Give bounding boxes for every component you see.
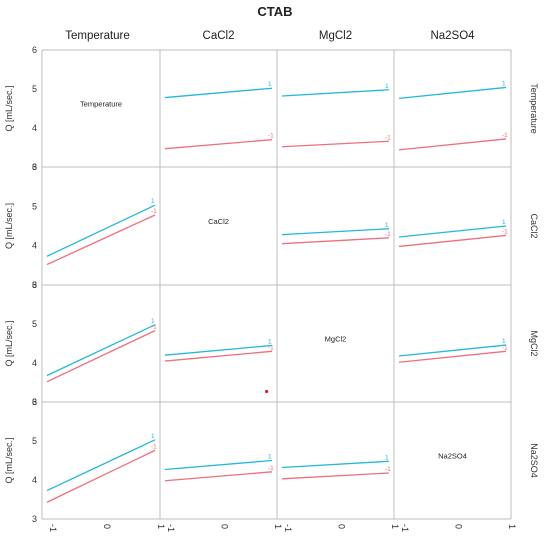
end-label-cacl2-temperature-level-1: 1 <box>151 198 155 205</box>
column-header-mgcl2: MgCl2 <box>318 30 353 42</box>
line-cacl2-mgcl2-level-1 <box>281 228 390 236</box>
y-tick-row3-4: 4 <box>32 475 37 485</box>
diagonal-label-mgcl2: MgCl2 <box>325 335 347 344</box>
end-label-mgcl2-cacl2-level-1: 1 <box>268 338 272 345</box>
row-label-mgcl2: MgCl2 <box>529 330 539 356</box>
diagonal-label-na2so4: Na2SO4 <box>438 452 467 461</box>
x-tick-col0-1: 1 <box>156 524 166 529</box>
line-mgcl2-na2so4-level-1 <box>398 344 507 357</box>
x-tick-col3-1: 1 <box>507 524 517 529</box>
line-temperature-mgcl2-level-minus1 <box>281 140 390 148</box>
line-cacl2-na2so4-level-1 <box>398 225 507 238</box>
line-cacl2-temperature-level-minus1 <box>46 214 156 266</box>
end-label-na2so4-mgcl2-level-minus1: -1 <box>385 466 391 473</box>
line-na2so4-mgcl2-level-1 <box>281 460 390 469</box>
end-label-temperature-na2so4-level-1: 1 <box>502 80 506 87</box>
y-tick-row1-5: 5 <box>32 201 37 211</box>
diagonal-label-cacl2: CaCl2 <box>208 217 229 226</box>
x-tick-col1--1: -1 <box>166 524 176 532</box>
column-header-na2so4: Na2SO4 <box>430 30 475 42</box>
y-tick-row0-5: 5 <box>32 84 37 94</box>
y-tick-row2-4: 4 <box>32 358 37 368</box>
y-tick-row1-6: 6 <box>32 162 37 172</box>
end-label-mgcl2-na2so4-level-1: 1 <box>502 338 506 345</box>
end-label-temperature-cacl2-level-minus1: -1 <box>268 133 274 140</box>
end-label-temperature-mgcl2-level-1: 1 <box>385 83 389 90</box>
line-na2so4-temperature-level-minus1 <box>46 449 156 503</box>
y-tick-row1-4: 4 <box>32 241 37 251</box>
y-tick-row0-6: 6 <box>32 45 37 55</box>
line-cacl2-mgcl2-level-minus1 <box>281 237 390 245</box>
y-tick-row3-5: 5 <box>32 436 37 446</box>
x-tick-col0--1: -1 <box>48 524 58 532</box>
end-label-mgcl2-na2so4-level-minus1: -1 <box>502 344 508 351</box>
y-tick-row1-3: 3 <box>32 280 37 290</box>
y-tick-row3-6: 6 <box>32 397 37 407</box>
x-tick-col2-1: 1 <box>390 524 400 529</box>
x-tick-col1-0: 0 <box>220 524 230 529</box>
end-label-na2so4-cacl2-level-1: 1 <box>268 454 272 461</box>
end-label-cacl2-temperature-level-minus1: -1 <box>151 208 157 215</box>
line-na2so4-mgcl2-level-minus1 <box>281 472 390 480</box>
x-tick-col3--1: -1 <box>400 524 410 532</box>
end-label-cacl2-na2so4-level-1: 1 <box>502 219 506 226</box>
row-label-na2so4: Na2SO4 <box>529 443 539 478</box>
y-tick-row0-3: 3 <box>32 162 37 172</box>
end-label-na2so4-mgcl2-level-1: 1 <box>385 454 389 461</box>
line-na2so4-temperature-level-1 <box>46 439 156 492</box>
line-temperature-cacl2-level-minus1 <box>164 139 273 150</box>
chart-title: CTAB <box>257 4 293 19</box>
end-label-temperature-mgcl2-level-minus1: -1 <box>385 134 391 141</box>
y-axis-label-row1: Q [mL/sec.] <box>4 203 14 249</box>
y-tick-row0-4: 4 <box>32 123 37 133</box>
line-mgcl2-temperature-level-1 <box>46 324 156 377</box>
line-mgcl2-na2so4-level-minus1 <box>398 350 507 363</box>
end-label-cacl2-mgcl2-level-1: 1 <box>385 222 389 229</box>
line-temperature-na2so4-level-minus1 <box>398 138 507 151</box>
x-tick-col2--1: -1 <box>283 524 293 532</box>
end-label-cacl2-mgcl2-level-minus1: -1 <box>385 231 391 238</box>
end-label-na2so4-cacl2-level-minus1: -1 <box>268 465 274 472</box>
row-label-temperature: Temperature <box>529 83 539 134</box>
end-label-mgcl2-cacl2-level-minus1: -1 <box>268 344 274 351</box>
end-label-temperature-na2so4-level-minus1: -1 <box>502 132 508 139</box>
line-temperature-na2so4-level-1 <box>398 86 507 100</box>
data-point-0 <box>265 389 269 394</box>
end-label-mgcl2-temperature-level-1: 1 <box>151 318 155 325</box>
y-tick-row3-3: 3 <box>32 514 37 524</box>
row-label-cacl2: CaCl2 <box>529 213 539 238</box>
x-tick-col2-0: 0 <box>337 524 347 529</box>
x-tick-col3-0: 0 <box>454 524 464 529</box>
end-label-na2so4-temperature-level-1: 1 <box>151 433 155 440</box>
y-axis-label-row2: Q [mL/sec.] <box>4 320 14 366</box>
end-label-cacl2-na2so4-level-minus1: -1 <box>502 228 508 235</box>
line-mgcl2-temperature-level-minus1 <box>46 330 156 383</box>
line-mgcl2-cacl2-level-1 <box>164 344 273 356</box>
y-axis-label-row3: Q [mL/sec.] <box>4 437 14 483</box>
line-mgcl2-cacl2-level-minus1 <box>164 350 273 362</box>
diagonal-label-temperature: Temperature <box>80 100 122 109</box>
end-label-na2so4-temperature-level-minus1: -1 <box>151 443 157 450</box>
line-temperature-cacl2-level-1 <box>164 87 273 99</box>
line-na2so4-cacl2-level-1 <box>164 459 273 471</box>
line-cacl2-na2so4-level-minus1 <box>398 234 507 248</box>
y-axis-label-row0: Q [mL/sec.] <box>4 85 14 131</box>
column-header-temperature: Temperature <box>65 30 130 42</box>
line-cacl2-temperature-level-1 <box>46 204 156 257</box>
column-header-cacl2: CaCl2 <box>202 30 235 42</box>
y-tick-row2-6: 6 <box>32 280 37 290</box>
line-na2so4-cacl2-level-minus1 <box>164 471 273 482</box>
end-label-mgcl2-temperature-level-minus1: -1 <box>151 324 157 331</box>
x-tick-col0-0: 0 <box>102 524 112 529</box>
line-temperature-mgcl2-level-1 <box>281 89 390 97</box>
end-label-temperature-cacl2-level-1: 1 <box>268 81 272 88</box>
y-tick-row2-5: 5 <box>32 319 37 329</box>
y-tick-row2-3: 3 <box>32 397 37 407</box>
x-tick-col1-1: 1 <box>273 524 283 529</box>
